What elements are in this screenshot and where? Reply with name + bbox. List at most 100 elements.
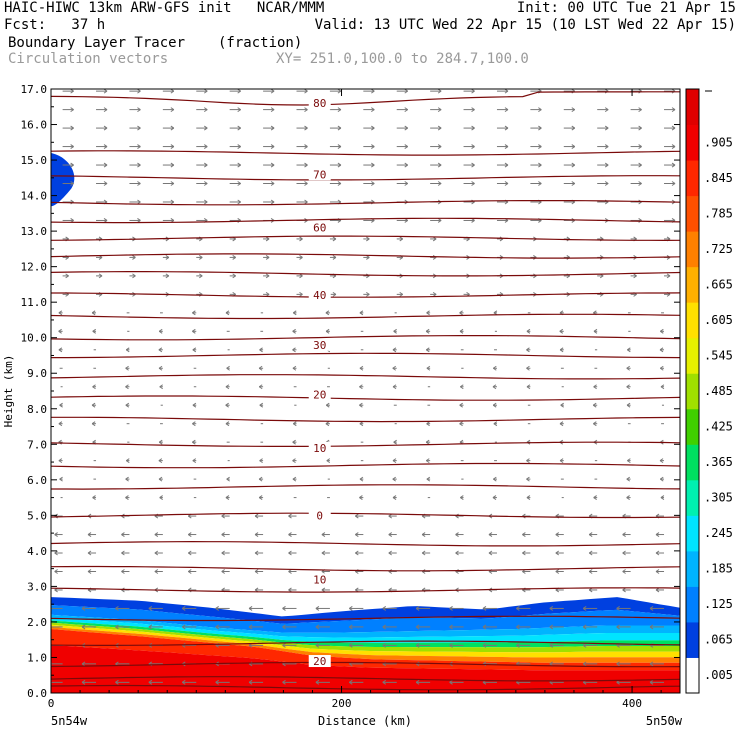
vector-head — [449, 624, 453, 628]
vector-head — [288, 513, 292, 517]
colorbar-swatch — [686, 195, 699, 232]
vector-head — [425, 458, 430, 462]
vector-head — [170, 181, 175, 184]
isotherm-line — [51, 395, 680, 401]
vector-head — [633, 236, 637, 240]
vector-head — [588, 571, 593, 574]
vector-head — [321, 571, 326, 574]
vector-head — [571, 162, 576, 166]
vector-head — [355, 513, 359, 517]
vector-head — [158, 476, 163, 480]
vector-head — [671, 109, 676, 113]
vector-head — [526, 328, 531, 332]
vector-head — [70, 109, 74, 113]
vector-head — [148, 681, 153, 685]
vector-head — [659, 476, 664, 480]
vector-head — [292, 476, 297, 480]
isotherm-line — [51, 540, 680, 547]
vector-head — [359, 365, 364, 369]
vector-head — [221, 550, 225, 554]
vector-head — [560, 402, 564, 406]
vector-head — [492, 497, 497, 501]
vector-head — [225, 386, 230, 390]
vector-head — [432, 238, 437, 242]
isotherm-label-bg — [308, 388, 331, 401]
vector-head — [538, 220, 542, 223]
vector-head — [437, 201, 442, 205]
vector-head — [258, 478, 263, 482]
vector-head — [499, 254, 504, 258]
vector-head — [582, 644, 587, 648]
vector-head — [337, 127, 342, 131]
vector-head — [482, 661, 487, 665]
vector-head — [626, 495, 630, 499]
vector-head — [404, 181, 409, 184]
vector-head — [604, 183, 609, 186]
vector-head — [626, 404, 631, 408]
vector-head — [355, 550, 359, 554]
colorbar-label: .185 — [704, 562, 733, 576]
vector-head — [671, 183, 676, 186]
vector-head — [388, 587, 393, 591]
vector-head — [659, 460, 664, 464]
vector-head — [666, 256, 671, 260]
vector-head — [388, 534, 393, 537]
vector-head — [582, 661, 587, 665]
isotherm-line — [51, 661, 680, 668]
vector-head — [449, 608, 453, 611]
vector-head — [392, 349, 397, 353]
vector-head — [292, 458, 296, 462]
vector-head — [516, 624, 520, 628]
vector-head — [248, 663, 253, 667]
vector-head — [588, 550, 593, 554]
vector-head — [125, 458, 130, 462]
colorbar-swatch — [686, 124, 699, 161]
vector-head — [659, 347, 664, 351]
vector-head — [366, 236, 370, 240]
vector-head — [526, 495, 531, 499]
vector-head — [392, 495, 397, 499]
vector-head — [87, 571, 92, 574]
vector-head — [437, 164, 442, 168]
vector-head — [226, 476, 230, 480]
vector-head — [555, 589, 560, 593]
vector-head — [192, 421, 196, 425]
isotherm-label: 20 — [313, 389, 326, 402]
vector-head — [526, 476, 530, 480]
vector-head — [125, 365, 129, 369]
vector-head — [315, 679, 320, 683]
vector-head — [270, 183, 275, 186]
vector-head — [58, 310, 63, 314]
vector-head — [382, 681, 387, 685]
y-tick-label: 11.0 — [21, 296, 48, 309]
vector-head — [87, 569, 92, 572]
vector-head — [366, 293, 370, 297]
vector-head — [282, 642, 286, 646]
vector-head — [59, 476, 63, 480]
vector-head — [292, 478, 297, 482]
vector-head — [103, 144, 108, 147]
vector-head — [504, 146, 509, 149]
vector-head — [655, 571, 660, 574]
vector-head — [582, 606, 587, 609]
vector-head — [555, 513, 560, 517]
vector-head — [70, 146, 74, 149]
vector-head — [366, 291, 370, 295]
vector-head — [604, 109, 609, 113]
vector-head — [504, 220, 509, 223]
vector-head — [455, 532, 459, 535]
vector-head — [626, 402, 631, 406]
vector-head — [125, 367, 129, 371]
field-units: (fraction) — [218, 35, 303, 51]
vector-head — [622, 552, 626, 556]
vector-head — [593, 328, 598, 332]
vector-head — [115, 661, 119, 665]
colorbar-swatch — [686, 479, 699, 516]
vector-head — [649, 624, 654, 628]
vector-head — [488, 534, 493, 537]
vector-head — [538, 107, 542, 111]
vector-head — [103, 164, 108, 168]
vector-head — [87, 552, 92, 556]
field-name: Boundary Layer Tracer — [8, 35, 186, 51]
